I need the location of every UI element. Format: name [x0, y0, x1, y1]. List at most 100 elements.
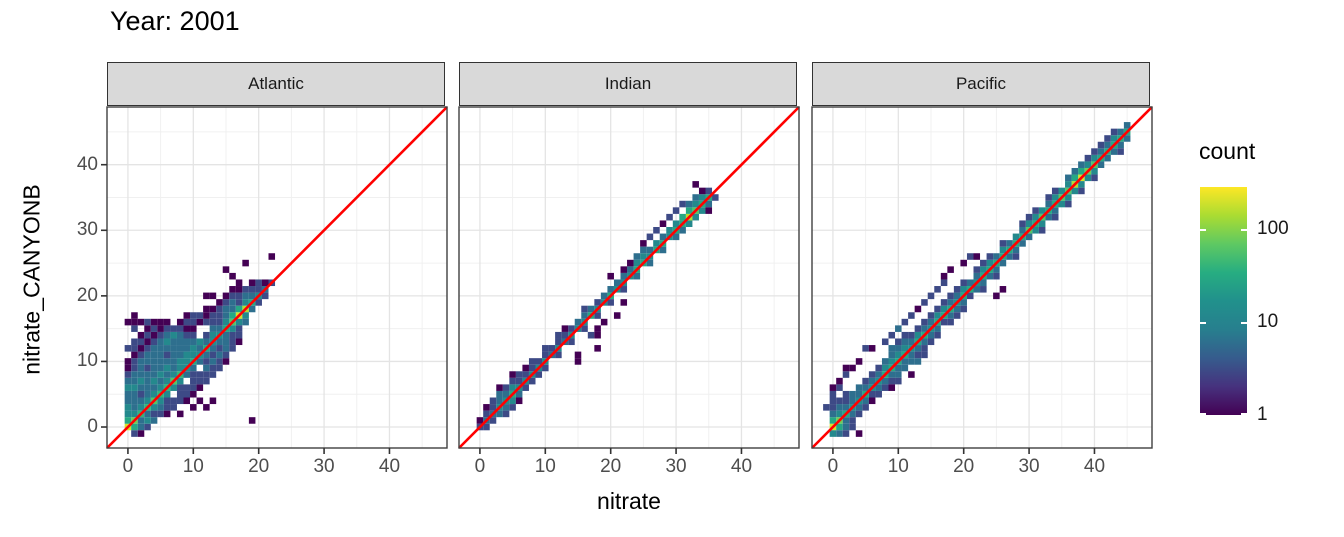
- bin: [190, 312, 197, 319]
- bin: [698, 187, 706, 195]
- bin: [1065, 200, 1072, 208]
- bin: [268, 253, 276, 260]
- y-tick-label: 40: [76, 153, 98, 175]
- bin: [229, 331, 236, 339]
- bin: [895, 345, 902, 352]
- bin: [888, 358, 896, 365]
- bin: [235, 318, 243, 326]
- bin: [692, 194, 699, 201]
- bin: [934, 325, 941, 332]
- bin: [150, 331, 158, 339]
- bin: [157, 377, 164, 385]
- x-tick-label: 0: [122, 456, 134, 477]
- bin: [509, 384, 516, 391]
- bin: [190, 384, 197, 391]
- bin: [594, 312, 601, 319]
- bin: [1084, 154, 1092, 162]
- bin: [1012, 246, 1020, 254]
- bin: [698, 207, 706, 214]
- bin: [150, 325, 158, 332]
- bin: [209, 351, 217, 359]
- bin: [476, 417, 484, 424]
- bin: [163, 345, 171, 352]
- bin: [881, 364, 889, 372]
- bin: [502, 410, 510, 418]
- bin: [137, 358, 145, 365]
- bin: [157, 384, 164, 391]
- bin: [1071, 187, 1079, 195]
- bin: [176, 364, 184, 372]
- bin: [157, 338, 164, 346]
- bin: [157, 397, 164, 405]
- bin: [1091, 154, 1098, 162]
- bin: [908, 312, 915, 319]
- bin: [849, 364, 856, 372]
- legend-tick-label: 1: [1257, 404, 1268, 425]
- bin: [515, 371, 523, 378]
- bin: [973, 272, 981, 280]
- bin: [522, 371, 529, 378]
- bin: [222, 266, 230, 273]
- bin: [522, 384, 529, 391]
- bin: [209, 312, 217, 319]
- bin: [581, 325, 588, 332]
- bin: [222, 305, 230, 313]
- bin: [607, 299, 614, 306]
- bin: [131, 371, 138, 378]
- bin: [653, 240, 660, 247]
- facet-strip-indian: Indian: [459, 62, 797, 106]
- y-tick-label: 30: [76, 219, 98, 241]
- bin: [1025, 213, 1033, 221]
- bin: [953, 286, 961, 293]
- bin: [255, 279, 262, 287]
- bin: [248, 305, 256, 313]
- bin: [196, 371, 204, 378]
- bin: [934, 286, 941, 293]
- bin: [1091, 174, 1098, 182]
- bin: [842, 404, 850, 411]
- bin: [1065, 174, 1072, 182]
- bin: [242, 292, 249, 300]
- bin: [190, 364, 197, 372]
- bin: [666, 227, 673, 234]
- bin: [235, 331, 243, 339]
- bin: [966, 253, 974, 260]
- bin: [627, 259, 634, 267]
- bin: [842, 371, 850, 378]
- bin: [542, 345, 549, 352]
- bin: [170, 331, 177, 339]
- bin: [594, 345, 601, 352]
- legend-colorbar: [1200, 187, 1247, 415]
- bin: [855, 358, 863, 365]
- bin: [685, 220, 693, 228]
- bin: [1012, 253, 1020, 260]
- bin: [131, 325, 138, 332]
- bin: [895, 338, 902, 346]
- bin: [829, 410, 837, 418]
- bin: [183, 358, 191, 365]
- y-tick-label: 10: [76, 350, 98, 372]
- bin: [144, 351, 151, 359]
- bin: [921, 325, 928, 332]
- panel-indian: [458, 106, 800, 454]
- bin: [150, 345, 158, 352]
- bin: [203, 292, 210, 300]
- bin: [209, 364, 217, 372]
- bin: [509, 377, 516, 385]
- bin: [646, 233, 654, 241]
- gridlines: [107, 107, 447, 448]
- bin: [203, 371, 210, 378]
- bin: [836, 377, 843, 385]
- bin: [993, 292, 1000, 300]
- bin: [137, 331, 145, 339]
- bin: [137, 318, 145, 326]
- bin: [548, 345, 556, 352]
- x-tick-label: 30: [665, 456, 687, 477]
- bin: [908, 371, 915, 378]
- bin: [190, 325, 197, 332]
- bin: [203, 351, 210, 359]
- bin: [659, 233, 667, 241]
- bin: [242, 299, 249, 306]
- bin: [144, 390, 151, 398]
- bin: [1104, 135, 1111, 142]
